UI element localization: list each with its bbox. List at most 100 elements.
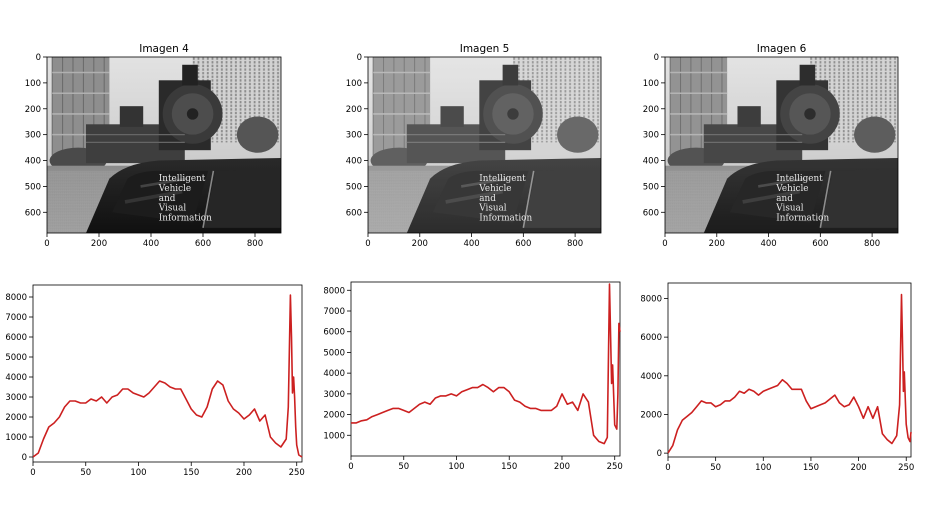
y-tick-label: 500 [643, 182, 659, 192]
window-lettering: Intelligent [479, 174, 526, 184]
subplot-title: Imagen 5 [460, 43, 510, 55]
x-tick-label: 50 [80, 468, 91, 478]
window-lettering: Information [479, 214, 532, 224]
y-tick-label: 100 [346, 79, 362, 89]
y-tick-label: 8000 [640, 294, 662, 304]
y-tick-label: 400 [643, 157, 659, 167]
histogram-panel: 0 50 100 150 200 250 1000 2000 3000 4000 5000 6000 7… [323, 281, 623, 472]
axes-frame [367, 56, 602, 234]
x-tick-label: 150 [183, 468, 199, 478]
y-tick-label: 400 [25, 157, 41, 167]
x-tick-label: 200 [709, 239, 725, 249]
x-tick-label: 0 [44, 239, 49, 249]
histogram-line [32, 294, 303, 458]
axes-frame [667, 282, 912, 458]
y-tick-label: 0 [657, 449, 662, 459]
y-tick-label: 300 [643, 131, 659, 141]
window-lettering: Vehicle [158, 184, 191, 194]
subplot-title: Imagen 4 [139, 43, 189, 55]
window-lettering: and [479, 194, 496, 204]
x-tick-label: 600 [812, 239, 828, 249]
x-tick-label: 600 [515, 239, 531, 249]
image-panel: IntelligentVehicleandVisualInformationIm… [25, 43, 283, 249]
x-tick-label: 600 [195, 239, 211, 249]
window-lettering: Intelligent [776, 174, 823, 184]
y-tick-label: 300 [346, 131, 362, 141]
x-tick-label: 50 [710, 463, 721, 473]
y-tick-label: 8000 [5, 293, 27, 303]
y-tick-label: 7000 [323, 307, 345, 317]
y-tick-label: 5000 [5, 353, 27, 363]
y-tick-label: 1000 [323, 431, 345, 441]
y-tick-label: 500 [346, 182, 362, 192]
y-tick-label: 8000 [323, 286, 345, 296]
y-tick-label: 6000 [323, 328, 345, 338]
window-lettering: Visual [775, 204, 803, 214]
x-tick-label: 100 [130, 468, 146, 478]
window-lettering: and [159, 194, 176, 204]
x-tick-label: 0 [365, 239, 370, 249]
x-tick-label: 0 [662, 239, 667, 249]
y-tick-label: 200 [643, 105, 659, 115]
y-tick-label: 200 [346, 105, 362, 115]
x-tick-label: 100 [755, 463, 771, 473]
y-tick-label: 0 [22, 453, 27, 463]
y-tick-label: 1000 [5, 433, 27, 443]
x-tick-label: 250 [289, 468, 305, 478]
y-tick-label: 600 [346, 208, 362, 218]
window-lettering: Visual [478, 204, 506, 214]
x-tick-label: 400 [463, 239, 479, 249]
x-tick-label: 200 [554, 462, 570, 472]
x-tick-label: 0 [665, 463, 670, 473]
y-tick-label: 0 [654, 53, 659, 63]
y-tick-label: 300 [25, 131, 41, 141]
y-tick-label: 100 [643, 79, 659, 89]
histogram-panel: 0 50 100 150 200 250 0 2000 4000 6000 8000 [640, 282, 914, 473]
x-tick-label: 400 [143, 239, 159, 249]
y-tick-label: 600 [643, 208, 659, 218]
subplot-title: Imagen 6 [757, 43, 807, 55]
x-tick-label: 200 [850, 463, 866, 473]
y-tick-label: 4000 [640, 372, 662, 382]
x-tick-label: 800 [567, 239, 583, 249]
window-lettering: Vehicle [478, 184, 511, 194]
x-tick-label: 0 [348, 462, 353, 472]
y-tick-label: 400 [346, 157, 362, 167]
x-tick-label: 150 [501, 462, 517, 472]
x-tick-label: 150 [803, 463, 819, 473]
axes-frame [664, 56, 899, 234]
y-tick-label: 4000 [323, 369, 345, 379]
y-tick-label: 6000 [640, 333, 662, 343]
x-tick-label: 800 [864, 239, 880, 249]
axes-frame [32, 284, 303, 463]
y-tick-label: 5000 [323, 348, 345, 358]
y-tick-label: 7000 [5, 313, 27, 323]
image-panel: IntelligentVehicleandVisualInformationIm… [643, 43, 900, 249]
y-tick-label: 600 [25, 208, 41, 218]
x-tick-label: 800 [247, 239, 263, 249]
y-tick-label: 0 [357, 53, 362, 63]
y-tick-label: 2000 [5, 413, 27, 423]
y-tick-label: 0 [36, 53, 41, 63]
x-tick-label: 200 [91, 239, 107, 249]
y-tick-label: 500 [25, 182, 41, 192]
y-tick-label: 4000 [5, 373, 27, 383]
y-tick-label: 6000 [5, 333, 27, 343]
x-tick-label: 200 [236, 468, 252, 478]
y-tick-label: 2000 [323, 411, 345, 421]
histogram-panel: 0 50 100 150 200 250 0 1000 2000 3000 4000 5000 6000… [5, 284, 305, 478]
window-lettering: Vehicle [775, 184, 808, 194]
x-tick-label: 100 [448, 462, 464, 472]
x-tick-label: 400 [760, 239, 776, 249]
axes-frame [350, 281, 621, 457]
window-lettering: Information [776, 214, 829, 224]
x-tick-label: 250 [607, 462, 623, 472]
y-tick-label: 3000 [323, 390, 345, 400]
window-lettering: and [776, 194, 793, 204]
x-tick-label: 200 [412, 239, 428, 249]
histogram-line [351, 283, 621, 445]
